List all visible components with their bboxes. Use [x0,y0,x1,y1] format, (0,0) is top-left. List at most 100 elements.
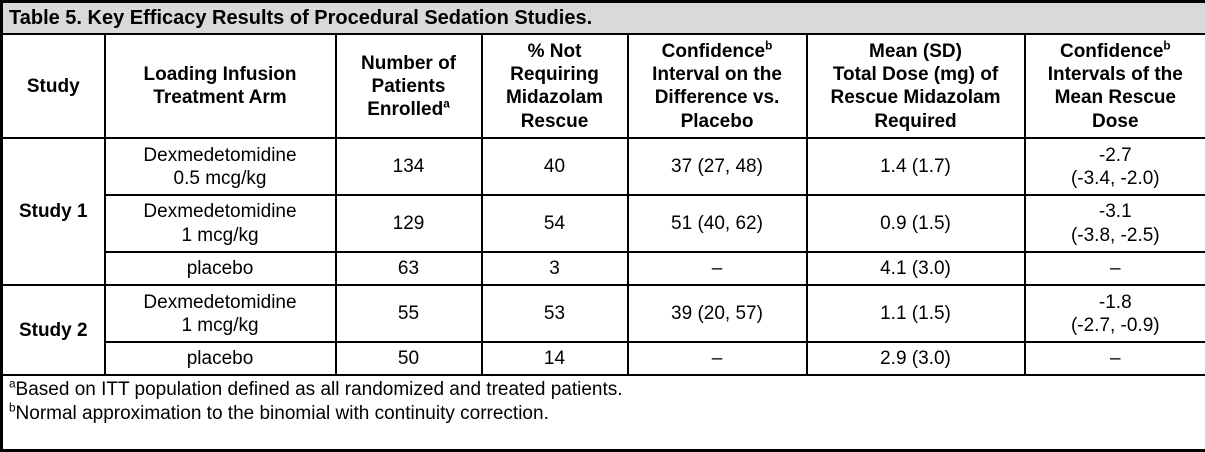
header-line: Mean Rescue [1054,87,1177,109]
cell-treatment-arm: Dexmedetomidine 1 mcg/kg [103,284,337,344]
header-line: Requiring [510,64,599,86]
cell-ci-difference: – [626,251,808,287]
cell-treatment-arm: placebo [103,251,337,287]
ci-rescue-value: – [1110,348,1121,370]
cell-study1-label: Study 1 [0,137,106,287]
cell-treatment-arm: Dexmedetomidine 1 mcg/kg [103,194,337,254]
ci-rescue-interval: (-2.7, -0.9) [1070,314,1160,336]
footnotes-cell: aBased on ITT population defined as all … [0,374,1205,452]
cell-ci-rescue: -1.8 (-2.7, -0.9) [1023,284,1205,344]
table-row-study1-dex1: Dexmedetomidine 1 mcg/kg 129 54 51 (40, … [2,194,1205,254]
arm-name: Dexmedetomidine [143,291,297,313]
cell-ci-difference: – [626,341,808,377]
arm-name: Dexmedetomidine [143,201,297,223]
header-line: Intervals of the [1047,64,1183,86]
header-line: Enrolleda [343,98,475,121]
arm-name: placebo [186,258,254,280]
header-text: Confidence [661,41,766,63]
table-row-study2-dex1: Study 2 Dexmedetomidine 1 mcg/kg 55 53 3… [0,284,1205,377]
cell-no-rescue-pct: 53 [480,284,629,344]
cell-study2-label: Study 2 [0,284,106,377]
header-line: Mean (SD) [869,41,962,63]
header-line: Number of [361,52,456,74]
cell-enrolled: 63 [334,251,483,287]
cell-no-rescue-pct: 3 [480,251,629,287]
arm-dose: 1 mcg/kg [181,314,259,336]
header-line: Placebo [680,110,754,132]
ci-rescue-value: -2.7 [1098,144,1132,166]
footnote-marker-b: b [765,39,773,53]
cell-treatment-arm: Dexmedetomidine 0.5 mcg/kg [103,137,337,197]
arm-dose: 0.5 mcg/kg [173,167,267,189]
cell-no-rescue-pct: 40 [480,137,629,197]
column-header-ci-difference: Confidenceb Interval on the Difference v… [626,33,808,140]
ci-rescue-value: -3.1 [1098,201,1132,223]
cell-ci-difference: 51 (40, 62) [626,194,808,254]
header-line: Rescue Midazolam [830,87,1001,109]
header-line: Patients [371,75,446,97]
footnote-b: bNormal approximation to the binomial wi… [9,402,1199,425]
header-line: Dose [1092,110,1139,132]
header-line: Confidenceb [635,40,800,63]
table-title: Table 5. Key Efficacy Results of Procedu… [0,0,1205,36]
cell-mean-dose: 2.9 (3.0) [805,341,1026,377]
cell-enrolled: 55 [334,284,483,344]
header-line: Midazolam [505,87,604,109]
table-row-study1-placebo: placebo 63 3 – 4.1 (3.0) – [2,251,1205,287]
footnote-marker-a: a [443,97,450,111]
header-line: Treatment Arm [153,87,287,109]
table-row-study2-placebo: placebo 50 14 – 2.9 (3.0) – [2,341,1205,377]
table-title-row: Table 5. Key Efficacy Results of Procedu… [0,0,1205,36]
cell-ci-difference: 37 (27, 48) [626,137,808,197]
header-line: Interval on the [652,64,782,86]
header-line: Required [874,110,957,132]
column-header-study: Study [0,33,106,140]
column-header-patients-enrolled: Number of Patients Enrolleda [334,33,483,140]
cell-ci-rescue: – [1023,251,1205,287]
header-line: Loading Infusion [143,64,297,86]
cell-enrolled: 129 [334,194,483,254]
ci-rescue-interval: (-3.4, -2.0) [1070,167,1160,189]
ci-rescue-value: -1.8 [1098,291,1132,313]
arm-name: placebo [186,348,254,370]
footnote-marker-b: b [1163,39,1171,53]
column-header-mean-rescue-dose: Mean (SD) Total Dose (mg) of Rescue Mida… [805,33,1026,140]
header-line: % Not [527,41,582,63]
column-header-row: Study Loading Infusion Treatment Arm Num… [0,33,1205,140]
footnotes-row: aBased on ITT population defined as all … [0,374,1205,452]
column-header-no-midazolam-rescue: % Not Requiring Midazolam Rescue [480,33,629,140]
cell-ci-rescue: – [1023,341,1205,377]
header-line: Difference vs. [654,87,780,109]
column-header-treatment-arm: Loading Infusion Treatment Arm [103,33,337,140]
cell-ci-rescue: -3.1 (-3.8, -2.5) [1023,194,1205,254]
header-line: Total Dose (mg) of [832,64,999,86]
cell-enrolled: 134 [334,137,483,197]
column-header-ci-mean-rescue: Confidenceb Intervals of the Mean Rescue… [1023,33,1205,140]
cell-mean-dose: 4.1 (3.0) [805,251,1026,287]
arm-dose: 1 mcg/kg [181,224,259,246]
cell-mean-dose: 0.9 (1.5) [805,194,1026,254]
footnote-a-marker: a [9,378,16,392]
footnote-a: aBased on ITT population defined as all … [9,378,1199,401]
ci-rescue-value: – [1110,258,1121,280]
cell-no-rescue-pct: 54 [480,194,629,254]
header-text: Enrolled [367,98,444,120]
cell-mean-dose: 1.1 (1.5) [805,284,1026,344]
header-line: Rescue [520,110,589,132]
cell-ci-rescue: -2.7 (-3.4, -2.0) [1023,137,1205,197]
cell-no-rescue-pct: 14 [480,341,629,377]
footnote-b-marker: b [9,401,16,415]
cell-enrolled: 50 [334,341,483,377]
footnote-b-text: Normal approximation to the binomial wit… [15,402,549,424]
arm-name: Dexmedetomidine [143,144,297,166]
table-row-study1-dex05: Study 1 Dexmedetomidine 0.5 mcg/kg 134 4… [0,137,1205,287]
footnote-a-text: Based on ITT population defined as all r… [15,379,623,401]
header-text: Confidence [1059,41,1164,63]
ci-rescue-interval: (-3.8, -2.5) [1070,224,1160,246]
cell-ci-difference: 39 (20, 57) [626,284,808,344]
header-line: Confidenceb [1032,40,1200,63]
header-line: Study [26,75,80,97]
cell-treatment-arm: placebo [103,341,337,377]
